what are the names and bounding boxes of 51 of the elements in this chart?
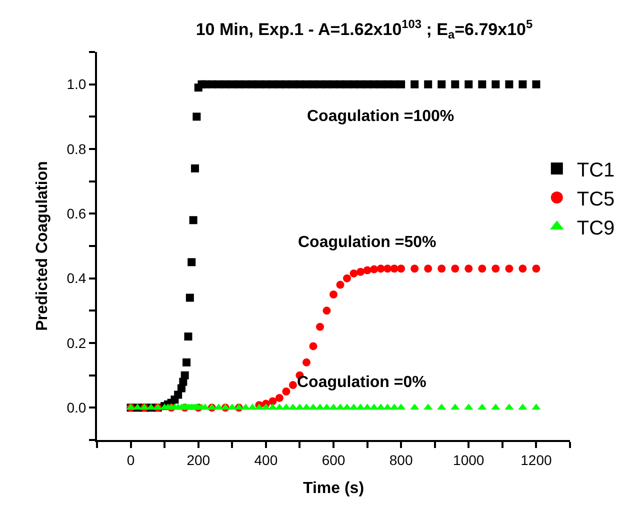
point [451,264,460,273]
y-axis-title: Predicted Coagulation [34,161,52,331]
y-tick-label: 0.6 [66,206,86,222]
x-tick-label: 1000 [453,452,484,468]
point [343,274,352,282]
point [275,394,284,402]
y-tick-label: 0.8 [66,140,86,157]
x-tick-label: 1200 [520,452,552,468]
legend-label: TC5 [576,188,615,210]
point [336,280,344,289]
point [356,268,365,276]
point [309,342,318,350]
x-tick-label: 0 [126,452,135,468]
y-tick-label: 0.4 [66,270,86,286]
point [288,381,297,390]
point [518,264,527,273]
annotation: Coagulation =100% [307,108,454,125]
x-tick-label: 200 [186,452,210,468]
point [370,265,378,274]
point [316,322,324,331]
point [410,264,419,273]
x-tick-label: 400 [254,452,278,468]
point [282,388,290,396]
point [532,264,540,273]
point [330,290,338,298]
y-tick-label: 1.0 [66,76,86,92]
y-tick-label: 0.0 [66,400,86,416]
point [350,269,358,278]
point [363,266,372,274]
annotation: Coagulation =0% [297,374,426,391]
x-tick-label: 600 [322,452,346,468]
point [397,264,406,273]
annotation: Coagulation =50% [298,234,436,251]
point [492,264,500,273]
legend-label: TC9 [576,217,615,240]
legend-label: TC1 [576,159,615,182]
point [505,264,514,273]
point [478,264,486,273]
point [302,358,310,366]
y-tick-label: 0.2 [66,334,86,351]
point [384,264,392,273]
point [390,264,398,273]
point [424,264,432,273]
x-axis-title: Time (s) [302,480,364,497]
point [438,264,446,273]
point [464,264,473,273]
chart-title: 10 Min, Exp.1 - A=1.62x10$^{103}$ ; E$_{a}$=6.79x10$^{5}$ [196,16,533,42]
point [376,264,385,273]
x-tick-label: 800 [389,452,413,468]
point [268,397,277,406]
point [322,306,331,315]
